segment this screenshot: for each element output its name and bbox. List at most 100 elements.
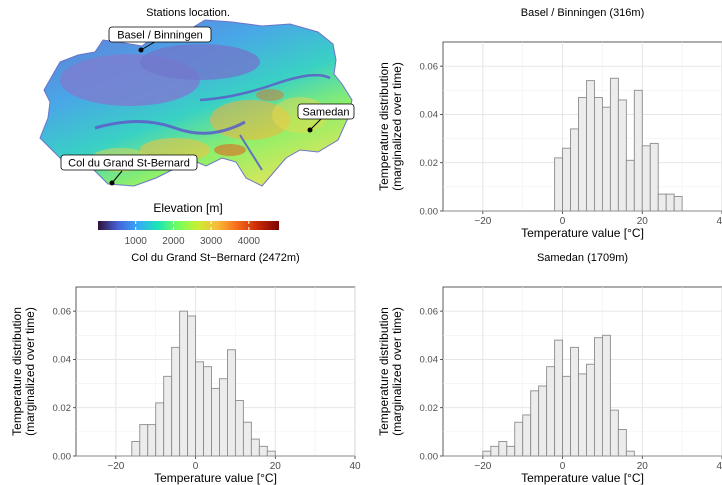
y-axis-label: (marginalized over time) [23,307,37,436]
x-tick-label: 40 [349,461,361,472]
histogram-bar [203,366,212,457]
station-point [307,127,313,133]
histogram-bar [554,157,564,212]
station-point [138,47,144,53]
y-tick-label: 0.00 [53,451,72,462]
y-axis-label: Temperature distribution [10,307,24,436]
y-tick-label: 0.04 [420,355,439,366]
station-label: Col du Grand St-Bernard [68,158,190,170]
histogram-bar [594,337,603,457]
station-point [109,180,115,186]
y-tick-label: 0.02 [53,403,72,414]
x-axis-label: Temperature value [°C] [154,471,277,485]
histogram-bar [195,361,204,457]
legend-tick-label: 4000 [238,236,261,247]
histogram-bar [665,193,675,212]
station-grand-st-bernard[interactable]: Col du Grand St-Bernard [60,154,198,186]
x-tick-label: 0 [560,461,566,472]
histogram-bar [506,445,516,457]
histogram-bar [633,89,643,212]
x-tick-label: 0 [193,461,199,472]
y-tick-label: 0.04 [53,355,72,366]
histogram-bar [258,445,268,457]
histogram-bar [673,196,683,212]
x-tick-label: 20 [637,216,649,227]
x-axis-label: Temperature value [°C] [521,226,644,240]
histogram-bar [657,193,667,212]
histogram-bar [586,80,595,212]
histogram-bar [617,99,627,212]
histogram-bar [179,310,189,457]
y-tick-label: 0.02 [420,158,439,169]
chart-grand-st-bernard: 0.00 0.02 0.04 0.06 −20 0 20 40 Col du Grand St−… [10,252,361,485]
histogram-bar [187,315,197,457]
histogram-bar [554,339,564,457]
histogram-bar [482,450,492,457]
station-label: Basel / Binningen [117,30,203,42]
histogram-bar [570,128,579,212]
x-tick-label: −20 [474,216,491,227]
histogram-bar [219,378,228,457]
histogram-bar [530,390,540,457]
histogram-bar [578,97,587,212]
x-tick-label: 20 [637,461,649,472]
y-tick-label: 0.06 [420,306,439,317]
legend-tick-label: 2000 [162,236,185,247]
histogram-bar [649,142,659,212]
histogram-bar [562,375,571,457]
y-tick-label: 0.00 [420,451,439,462]
station-basel[interactable]: Basel / Binningen [108,26,212,53]
y-axis-label: Temperature distribution [377,62,391,191]
elevation-legend: Elevation [m] 1000 2000 3000 4000 [98,201,279,247]
histogram-bar [227,349,236,457]
y-tick-label: 0.06 [420,61,439,72]
x-tick-label: 20 [270,461,282,472]
histogram-bar [586,363,595,457]
x-tick-label: 40 [716,461,722,472]
histogram-bar [601,334,611,457]
histogram-bar [266,450,276,457]
histogram-bar [139,424,149,457]
histogram-bar [211,387,220,457]
y-tick-label: 0.02 [420,403,439,414]
histogram-bar [131,441,141,457]
y-axis-label: Temperature distribution [377,307,391,436]
histogram-bar [522,414,532,457]
histogram-bar [641,145,651,212]
x-tick-label: 40 [716,216,722,227]
histogram-bar [234,400,244,457]
chart-title: Col du Grand St−Bernard (2472m) [131,252,299,264]
histogram-bar [609,409,619,457]
x-axis-label: Temperature value [°C] [521,471,644,485]
x-tick-label: −20 [107,461,124,472]
y-tick-label: 0.04 [420,110,439,121]
map-panel: Stations location. Basel / Binn [39,7,355,247]
legend-colorbar [98,221,279,230]
chart-basel: 0.00 0.02 0.04 0.06 −20 0 20 40 Basel / Binninge… [377,7,722,240]
y-tick-label: 0.06 [53,306,72,317]
histogram-bar [625,450,635,457]
histogram-bar [242,421,252,457]
histogram-bar [601,106,611,212]
y-tick-label: 0.00 [420,206,439,217]
y-axis-label: (marginalized over time) [390,307,404,436]
legend-tick-label: 1000 [125,236,148,247]
y-axis-label: (marginalized over time) [390,62,404,191]
histogram-bar [250,438,260,457]
histogram-bar [163,375,173,457]
station-samedan[interactable]: Samedan [297,103,355,133]
legend-tick-label: 3000 [200,236,223,247]
histogram-bar [617,428,627,457]
histogram-bar [546,366,556,457]
histogram-bar [562,147,571,212]
histogram-bar [570,346,579,457]
x-tick-label: −20 [474,461,491,472]
histogram-bar [514,421,524,457]
histogram-bar [594,97,603,212]
x-tick-label: 0 [560,216,566,227]
histogram-bar [609,77,619,212]
histogram-bar [498,441,508,457]
histogram-bar [147,424,157,457]
chart-title: Samedan (1709m) [537,252,628,264]
station-label: Samedan [302,107,349,119]
